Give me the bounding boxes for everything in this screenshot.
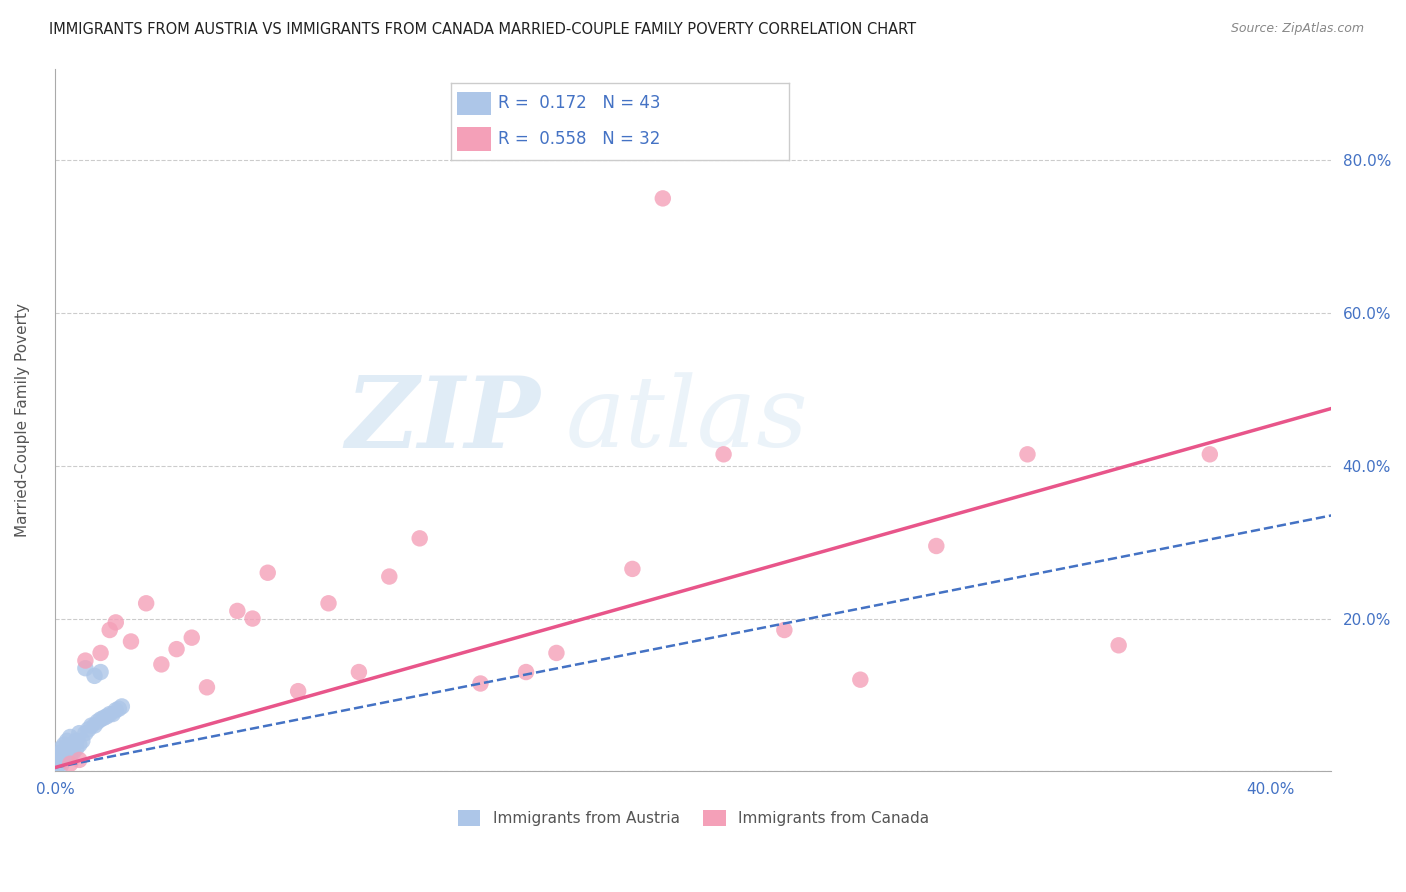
Point <box>56 733 79 747</box>
Point <box>72 733 94 747</box>
Point <box>1017 447 1039 461</box>
Point <box>108 702 131 716</box>
Point <box>1108 638 1130 652</box>
Point <box>53 738 76 752</box>
Point <box>59 756 82 771</box>
Point <box>101 707 124 722</box>
Point <box>166 642 188 657</box>
Point <box>86 714 108 729</box>
Point <box>46 756 69 771</box>
Point <box>104 703 127 717</box>
Point <box>75 661 97 675</box>
Point <box>408 532 430 546</box>
Point <box>180 631 202 645</box>
Point <box>195 681 218 695</box>
Point <box>67 753 90 767</box>
Point <box>651 191 673 205</box>
Point <box>77 723 100 737</box>
Point <box>83 718 105 732</box>
Point <box>135 596 157 610</box>
Point <box>226 604 249 618</box>
Point <box>104 615 127 630</box>
Point <box>67 738 90 752</box>
Point <box>93 711 115 725</box>
Point <box>242 611 264 625</box>
Point <box>96 709 118 723</box>
Point <box>90 646 112 660</box>
Point <box>318 596 340 610</box>
Point <box>90 665 112 679</box>
Point <box>45 760 67 774</box>
Point <box>773 623 796 637</box>
Point <box>111 699 134 714</box>
Point <box>287 684 309 698</box>
Text: ZIP: ZIP <box>344 372 540 468</box>
Point <box>46 753 69 767</box>
Point <box>925 539 948 553</box>
Point <box>1198 447 1220 461</box>
Point <box>83 669 105 683</box>
Point <box>378 569 401 583</box>
Point <box>621 562 644 576</box>
Point <box>49 745 72 759</box>
Point <box>49 755 72 769</box>
Point <box>75 654 97 668</box>
Point <box>49 750 72 764</box>
Point <box>49 758 72 772</box>
Point <box>65 733 87 747</box>
Legend: Immigrants from Austria, Immigrants from Canada: Immigrants from Austria, Immigrants from… <box>450 803 936 834</box>
Point <box>713 447 735 461</box>
Point <box>49 741 72 756</box>
Point <box>98 623 121 637</box>
Point <box>120 634 142 648</box>
Point <box>59 730 82 744</box>
Point <box>347 665 370 679</box>
Point <box>849 673 872 687</box>
Point <box>256 566 278 580</box>
Text: Source: ZipAtlas.com: Source: ZipAtlas.com <box>1230 22 1364 36</box>
Point <box>67 726 90 740</box>
Point <box>56 745 79 759</box>
Point <box>46 749 69 764</box>
Point <box>470 676 492 690</box>
Point <box>53 753 76 767</box>
Point <box>150 657 173 672</box>
Text: atlas: atlas <box>565 372 808 467</box>
Point <box>56 750 79 764</box>
Point <box>53 749 76 764</box>
Point <box>59 749 82 764</box>
Point <box>98 707 121 722</box>
Point <box>59 741 82 756</box>
Text: IMMIGRANTS FROM AUSTRIA VS IMMIGRANTS FROM CANADA MARRIED-COUPLE FAMILY POVERTY : IMMIGRANTS FROM AUSTRIA VS IMMIGRANTS FR… <box>49 22 917 37</box>
Point <box>90 713 112 727</box>
Point <box>62 745 84 759</box>
Point <box>75 726 97 740</box>
Point <box>546 646 568 660</box>
Point <box>80 718 103 732</box>
Point <box>515 665 537 679</box>
Y-axis label: Married-Couple Family Poverty: Married-Couple Family Poverty <box>15 303 30 537</box>
Point <box>65 741 87 756</box>
Point <box>46 758 69 772</box>
Point <box>62 738 84 752</box>
Point <box>46 755 69 769</box>
